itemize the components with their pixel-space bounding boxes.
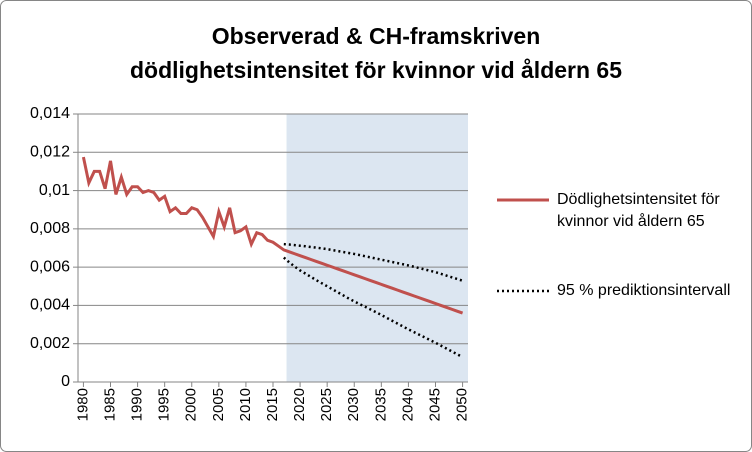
- y-tick-label: 0,004: [30, 297, 70, 314]
- legend-label: Dödlighetsintensitet för kvinnor vid åld…: [557, 191, 720, 230]
- y-tick-label: 0,006: [30, 258, 70, 275]
- y-tick-label: 0,008: [30, 220, 70, 237]
- y-tick-label: 0,012: [30, 144, 70, 161]
- x-tick-label: 1985: [101, 388, 118, 421]
- legend-label: 95 % prediktionsintervall: [557, 282, 731, 299]
- x-tick-label: 2000: [183, 388, 200, 421]
- chart-title: Observerad & CH-framskriven: [212, 23, 541, 49]
- x-tick-label: 2050: [454, 388, 471, 421]
- interval-line: [283, 242, 463, 282]
- interval-line: [283, 256, 464, 359]
- y-tick-label: 0,01: [39, 182, 70, 199]
- x-tick-label: 2040: [399, 388, 416, 421]
- x-tick-label: 2035: [372, 388, 389, 421]
- y-tick-label: 0: [61, 373, 70, 390]
- x-tick-label: 2030: [345, 388, 362, 421]
- chart-title: dödlighetsintensitet för kvinnor vid åld…: [130, 57, 622, 83]
- x-tick-label: 2045: [426, 388, 443, 421]
- x-tick-label: 2010: [237, 388, 254, 421]
- x-tick-label: 1995: [156, 388, 173, 421]
- y-tick-label: 0,002: [30, 335, 70, 352]
- x-tick-label: 2015: [264, 388, 281, 421]
- x-tick-label: 1980: [74, 388, 91, 421]
- x-tick-label: 1990: [129, 388, 146, 421]
- x-tick-label: 2025: [318, 388, 335, 421]
- data-line: [81, 156, 464, 315]
- x-tick-label: 2020: [291, 388, 308, 421]
- y-tick-label: 0,014: [30, 105, 70, 122]
- x-tick-label: 2005: [210, 388, 227, 421]
- forecast-region: [286, 114, 468, 382]
